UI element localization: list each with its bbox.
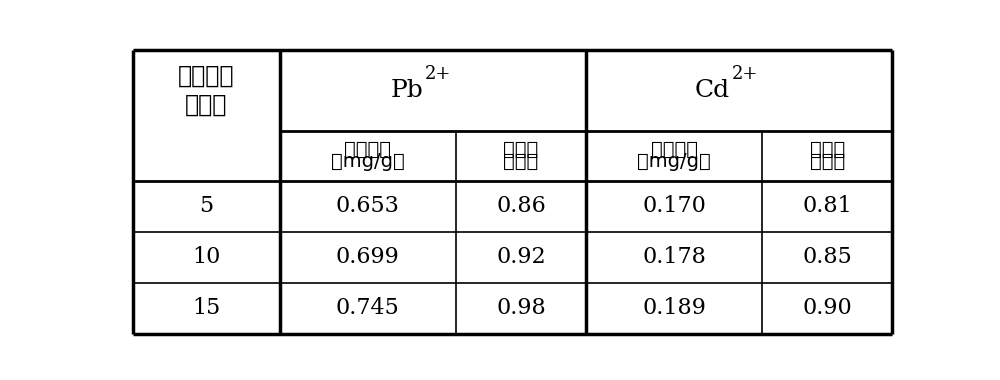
Text: 容出浓度: 容出浓度 bbox=[344, 140, 391, 159]
Text: 0.699: 0.699 bbox=[336, 246, 400, 268]
Text: 0.170: 0.170 bbox=[642, 195, 706, 217]
Text: （％）: （％） bbox=[810, 152, 845, 171]
Text: 0.653: 0.653 bbox=[336, 195, 400, 217]
Text: 0.86: 0.86 bbox=[496, 195, 546, 217]
Text: 容出率: 容出率 bbox=[810, 140, 845, 159]
Text: 0.85: 0.85 bbox=[802, 246, 852, 268]
Text: （mg/g）: （mg/g） bbox=[331, 152, 405, 171]
Text: 0.90: 0.90 bbox=[802, 297, 852, 319]
Text: 10: 10 bbox=[192, 246, 220, 268]
Text: 2+: 2+ bbox=[731, 65, 758, 83]
Text: 容出浓度: 容出浓度 bbox=[651, 140, 698, 159]
Text: 过氧化氢: 过氧化氢 bbox=[178, 64, 234, 88]
Text: 0.98: 0.98 bbox=[496, 297, 546, 319]
Text: 0.745: 0.745 bbox=[336, 297, 400, 319]
Text: Cd: Cd bbox=[695, 79, 730, 102]
Text: 2+: 2+ bbox=[425, 65, 451, 83]
Text: 0.81: 0.81 bbox=[802, 195, 852, 217]
Text: （％）: （％） bbox=[185, 93, 227, 117]
Text: Pb: Pb bbox=[391, 79, 423, 102]
Text: （％）: （％） bbox=[503, 152, 539, 171]
Text: 5: 5 bbox=[199, 195, 213, 217]
Text: 容出率: 容出率 bbox=[503, 140, 539, 159]
Text: （mg/g）: （mg/g） bbox=[637, 152, 711, 171]
Text: 0.92: 0.92 bbox=[496, 246, 546, 268]
Text: 0.189: 0.189 bbox=[642, 297, 706, 319]
Text: 15: 15 bbox=[192, 297, 220, 319]
Text: 0.178: 0.178 bbox=[642, 246, 706, 268]
